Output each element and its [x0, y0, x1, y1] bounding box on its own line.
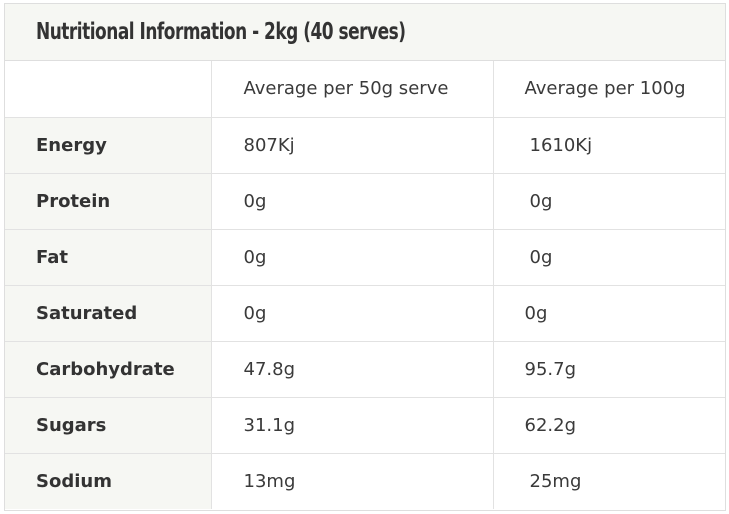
- nutrition-title: Nutritional Information - 2kg (40 serves…: [36, 19, 406, 45]
- nutrient-label: Protein: [5, 172, 211, 229]
- table-row: Carbohydrate 47.8g 95.7g: [5, 340, 725, 397]
- nutrient-label: Sugars: [5, 396, 211, 453]
- per-serve-value: 807Kj: [210, 116, 493, 173]
- per-serve-value: 0g: [210, 228, 493, 285]
- table-header-row: Average per 50g serve Average per 100g: [5, 61, 725, 117]
- per-100g-value: 62.2g: [492, 396, 725, 453]
- header-per-100g: Average per 100g: [492, 61, 725, 117]
- table-row: Sugars 31.1g 62.2g: [5, 396, 725, 453]
- nutrient-label: Saturated: [5, 284, 211, 341]
- nutrition-title-bar: Nutritional Information - 2kg (40 serves…: [5, 4, 725, 61]
- per-100g-value: 0g: [492, 284, 725, 341]
- per-serve-value: 0g: [210, 172, 493, 229]
- nutrient-label: Sodium: [5, 452, 211, 509]
- table-row: Sodium 13mg 25mg: [5, 452, 725, 509]
- nutrient-label: Carbohydrate: [5, 340, 211, 397]
- nutrient-label: Fat: [5, 228, 211, 285]
- header-per-serve: Average per 50g serve: [210, 61, 493, 117]
- per-100g-value: 1610Kj: [492, 116, 725, 173]
- per-100g-value: 0g: [492, 172, 725, 229]
- table-row: Protein 0g 0g: [5, 172, 725, 229]
- per-serve-value: 47.8g: [210, 340, 493, 397]
- per-100g-value: 95.7g: [492, 340, 725, 397]
- nutrient-label: Energy: [5, 116, 211, 173]
- table-row: Saturated 0g 0g: [5, 284, 725, 341]
- per-serve-value: 0g: [210, 284, 493, 341]
- nutrition-table: Average per 50g serve Average per 100g E…: [5, 61, 725, 509]
- per-serve-value: 13mg: [210, 452, 493, 509]
- table-row: Fat 0g 0g: [5, 228, 725, 285]
- per-100g-value: 25mg: [492, 452, 725, 509]
- table-row: Energy 807Kj 1610Kj: [5, 116, 725, 173]
- nutrition-panel: Nutritional Information - 2kg (40 serves…: [4, 3, 726, 511]
- per-serve-value: 31.1g: [210, 396, 493, 453]
- per-100g-value: 0g: [492, 228, 725, 285]
- header-empty-cell: [5, 61, 211, 117]
